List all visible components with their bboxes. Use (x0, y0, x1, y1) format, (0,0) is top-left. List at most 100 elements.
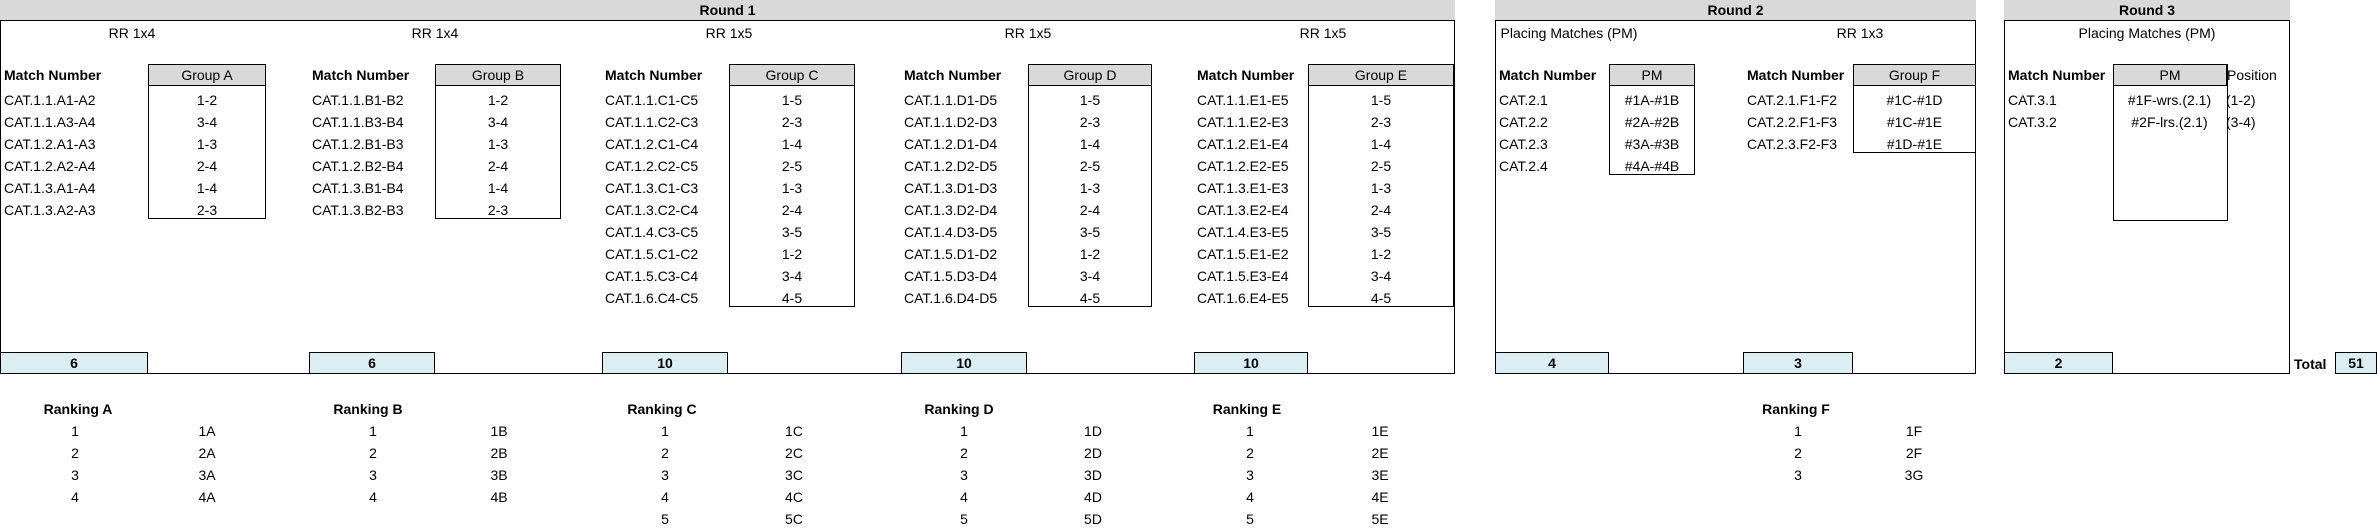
rank-number: 2 (960, 445, 968, 461)
rank-number: 5 (960, 511, 968, 527)
rank-code: 4D (1084, 489, 1102, 505)
pairing: #1C-#1E (1886, 114, 1943, 130)
pairing: 2-4 (196, 158, 218, 174)
rank-number: 2 (369, 445, 377, 461)
rank-number: 2 (1246, 445, 1254, 461)
round-title: Round 2 (1495, 0, 1976, 21)
pairing: 1-2 (1370, 246, 1392, 262)
pairing: 2-3 (487, 202, 509, 218)
match-number: CAT.1.3.E1-E3 (1197, 180, 1289, 196)
position-value: (3-4) (2226, 114, 2256, 130)
pairing: 3-5 (1079, 224, 1101, 240)
pairing: 3-5 (781, 224, 803, 240)
rank-code: 4A (198, 489, 216, 505)
match-number: CAT.2.1 (1499, 92, 1548, 108)
pairing: 1-3 (487, 136, 509, 152)
match-number: CAT.1.1.A1-A2 (4, 92, 96, 108)
rank-number: 3 (71, 467, 79, 483)
rank-code: 4E (1371, 489, 1389, 505)
group-header: Group C (730, 65, 854, 86)
rank-number: 3 (661, 467, 669, 483)
group-header: PM (2114, 65, 2227, 86)
match-count: 2 (2004, 352, 2113, 374)
pairing: 3-4 (781, 268, 803, 284)
pairing: 1-2 (487, 92, 509, 108)
match-number-header: Match Number (1747, 67, 1845, 83)
ranking-title: Ranking C (627, 401, 697, 417)
match-number: CAT.1.3.A1-A4 (4, 180, 96, 196)
rank-number: 3 (1246, 467, 1254, 483)
match-number: CAT.1.1.B1-B2 (312, 92, 404, 108)
match-number: CAT.1.1.D2-D3 (904, 114, 998, 130)
total-label: Total (2294, 356, 2327, 372)
match-number: CAT.1.3.B1-B4 (312, 180, 404, 196)
pairing: 2-3 (1370, 114, 1392, 130)
match-number: CAT.2.1.F1-F2 (1747, 92, 1837, 108)
column-divider (2227, 65, 2228, 220)
match-number: CAT.1.3.A2-A3 (4, 202, 96, 218)
rank-code: 2D (1084, 445, 1102, 461)
match-number: CAT.1.2.D1-D4 (904, 136, 998, 152)
rank-code: 1E (1371, 423, 1389, 439)
rank-code: 1F (1905, 423, 1923, 439)
match-number: CAT.1.1.B3-B4 (312, 114, 404, 130)
pairing: 1-3 (1370, 180, 1392, 196)
group-box: Group F (1853, 64, 1976, 153)
rank-code: 2B (490, 445, 508, 461)
ranking-title: Ranking D (924, 401, 994, 417)
group-header: Group A (149, 65, 265, 86)
rank-number: 5 (1246, 511, 1254, 527)
match-number: CAT.1.2.A2-A4 (4, 158, 96, 174)
match-number-header: Match Number (1499, 67, 1597, 83)
match-number: CAT.1.2.E2-E5 (1197, 158, 1289, 174)
match-number: CAT.1.1.A3-A4 (4, 114, 96, 130)
match-number: CAT.2.4 (1499, 158, 1548, 174)
match-number: CAT.1.2.C2-C5 (605, 158, 699, 174)
match-number: CAT.1.3.B2-B3 (312, 202, 404, 218)
group-header: Group D (1029, 65, 1151, 86)
rank-code: 1D (1084, 423, 1102, 439)
match-number-header: Match Number (605, 67, 703, 83)
match-count: 6 (309, 352, 435, 374)
match-number: CAT.2.3.F2-F3 (1747, 136, 1837, 152)
rank-code: 5E (1371, 511, 1389, 527)
pairing: 2-3 (196, 202, 218, 218)
match-number: CAT.1.2.D2-D5 (904, 158, 998, 174)
round-title: Round 1 (0, 0, 1455, 21)
match-number: CAT.1.3.D1-D3 (904, 180, 998, 196)
round-format-label: RR 1x4 (411, 25, 459, 41)
ranking-title: Ranking A (43, 401, 113, 417)
pairing: #2F-lrs.(2.1) (2131, 114, 2208, 130)
pairing: 1-2 (196, 92, 218, 108)
rank-number: 1 (1246, 423, 1254, 439)
match-number-header: Match Number (1197, 67, 1295, 83)
round-format-label: RR 1x5 (705, 25, 753, 41)
pairing: 1-4 (781, 136, 803, 152)
match-number-header: Match Number (2008, 67, 2106, 83)
match-number: CAT.2.2 (1499, 114, 1548, 130)
match-number: CAT.3.1 (2008, 92, 2057, 108)
rank-code: 1C (785, 423, 803, 439)
match-number: CAT.1.2.B1-B3 (312, 136, 404, 152)
pairing: #1A-#1B (1624, 92, 1680, 108)
match-count: 4 (1495, 352, 1609, 374)
rank-code: 3B (490, 467, 508, 483)
match-number: CAT.1.2.C1-C4 (605, 136, 699, 152)
match-number: CAT.1.5.D1-D2 (904, 246, 998, 262)
pairing: 1-3 (196, 136, 218, 152)
pairing: 2-3 (1079, 114, 1101, 130)
rank-number: 1 (369, 423, 377, 439)
match-number: CAT.1.5.E3-E4 (1197, 268, 1289, 284)
rank-number: 3 (1794, 467, 1802, 483)
pairing: #1C-#1D (1886, 92, 1943, 108)
pairing: 2-4 (487, 158, 509, 174)
match-number: CAT.1.4.E3-E5 (1197, 224, 1289, 240)
round-format-label: RR 1x5 (1299, 25, 1347, 41)
rank-number: 3 (960, 467, 968, 483)
match-number-header: Match Number (4, 67, 102, 83)
pairing: 2-4 (1370, 202, 1392, 218)
pairing: 2-5 (781, 158, 803, 174)
match-count: 6 (0, 352, 148, 374)
match-number: CAT.2.3 (1499, 136, 1548, 152)
pairing: 2-4 (1079, 202, 1101, 218)
